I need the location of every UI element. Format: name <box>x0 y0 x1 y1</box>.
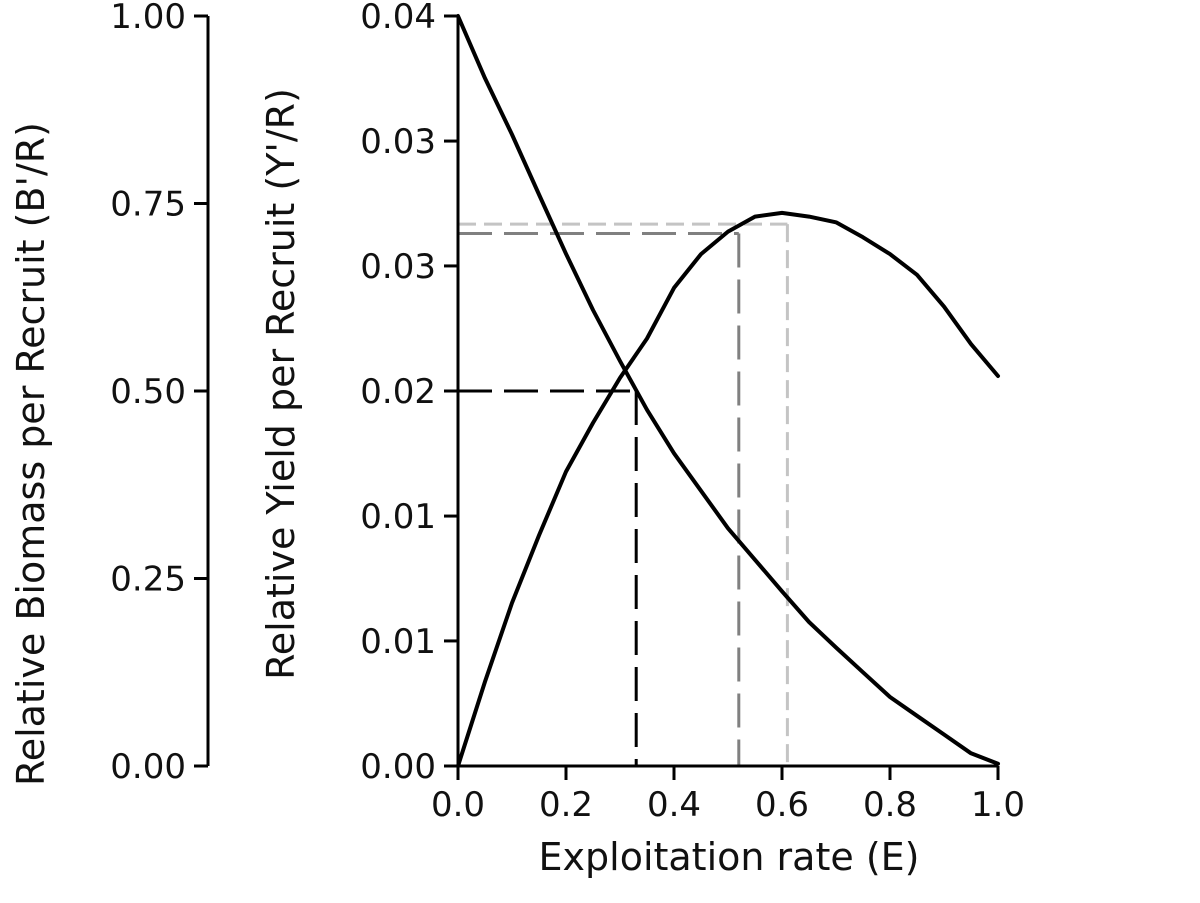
left-axis-title: Relative Biomass per Recruit (B'/R) <box>9 122 53 786</box>
left-tick-label: 0.50 <box>110 372 186 412</box>
right-tick-label: 0.03 <box>360 247 436 287</box>
right-tick-label: 0.01 <box>360 622 436 662</box>
right-tick-label: 0.02 <box>360 372 436 412</box>
reference-lines <box>458 222 789 766</box>
left-tick-label: 0.00 <box>110 747 186 787</box>
x-axis-title: Exploitation rate (E) <box>539 835 920 879</box>
x-tick-label: 0.8 <box>863 785 917 825</box>
yield-curve <box>456 210 1000 768</box>
x-tick-label: 0.0 <box>431 785 485 825</box>
x-tick-label: 1.0 <box>971 785 1025 825</box>
x-tick-label: 0.6 <box>755 785 809 825</box>
biomass-curve <box>456 14 1000 766</box>
x-tick-label: 0.2 <box>539 785 593 825</box>
x-tick-label: 0.4 <box>647 785 701 825</box>
right-tick-label: 0.00 <box>360 747 436 787</box>
axes: 0.00 0.25 0.50 0.75 1.00 0.00 0.01 0.01 0.02 0.03… <box>110 0 1025 825</box>
series-layer <box>456 14 1000 768</box>
right-tick-label: 0.03 <box>360 122 436 162</box>
right-tick-label: 0.01 <box>360 497 436 537</box>
left-tick-label: 0.25 <box>110 560 186 600</box>
left-tick-label: 0.75 <box>110 185 186 225</box>
right-tick-label: 0.04 <box>360 0 436 37</box>
right-axis-title: Relative Yield per Recruit (Y'/R) <box>259 88 303 680</box>
left-tick-label: 1.00 <box>110 0 186 37</box>
